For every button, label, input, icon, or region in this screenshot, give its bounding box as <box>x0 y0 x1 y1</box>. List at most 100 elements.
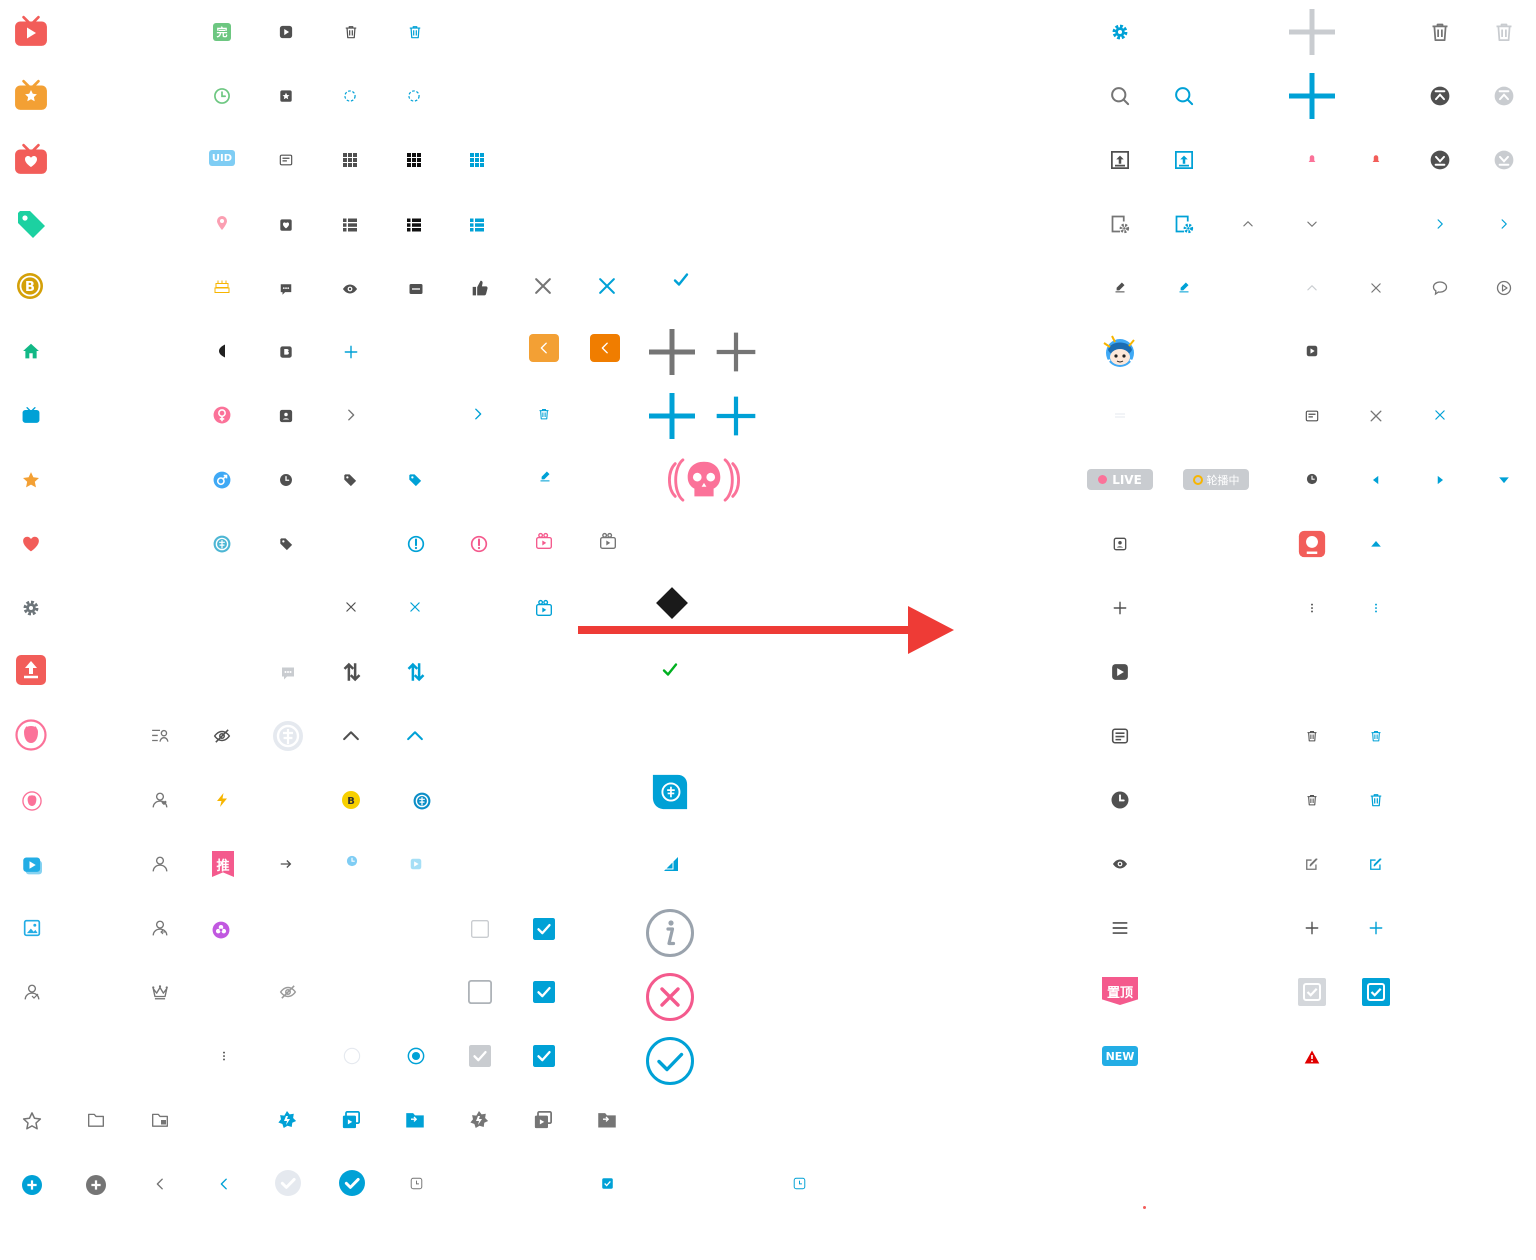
chevron-up-light-icon[interactable] <box>1306 282 1318 294</box>
close-thin-icon[interactable] <box>1370 282 1382 294</box>
star-icon[interactable] <box>22 471 40 489</box>
trash-blue-icon[interactable] <box>408 25 422 39</box>
clock-square-blue-icon[interactable] <box>793 1177 806 1190</box>
play-small-light-icon[interactable] <box>410 858 422 870</box>
chevron-down-icon[interactable] <box>1306 218 1318 230</box>
chevron-right-icon[interactable] <box>344 408 358 422</box>
user-check-icon[interactable] <box>23 983 41 1001</box>
folder-move-gray-icon[interactable] <box>597 1110 617 1130</box>
checkbox-large-checked-icon[interactable] <box>532 981 556 1003</box>
plus-large-gray-2-icon[interactable] <box>715 331 757 373</box>
edit-blue-icon[interactable] <box>1369 857 1383 871</box>
user-icon[interactable] <box>151 855 169 873</box>
grid-active-icon[interactable] <box>406 152 422 168</box>
sort-blue-icon[interactable] <box>406 662 426 682</box>
list-blue-icon[interactable] <box>469 217 485 233</box>
plus-gray-icon[interactable] <box>1113 601 1127 615</box>
gear-icon[interactable] <box>22 599 40 617</box>
plus-large-blue-3-icon[interactable] <box>1287 71 1337 121</box>
clock-square-icon[interactable] <box>410 1177 423 1190</box>
chevron-left-blue-icon[interactable] <box>217 1177 231 1191</box>
b-box-icon[interactable] <box>279 345 293 359</box>
scroll-top-light-icon[interactable] <box>1494 86 1514 106</box>
trash-blue-2-icon[interactable] <box>1370 729 1382 743</box>
pencil-blue-2-icon[interactable] <box>1178 281 1190 293</box>
star-box-icon[interactable] <box>279 89 293 103</box>
check-circle-icon[interactable] <box>339 1170 365 1196</box>
trash-large-light-icon[interactable] <box>1494 22 1514 42</box>
list-active-icon[interactable] <box>406 217 422 233</box>
loop-blue-icon[interactable] <box>407 89 421 103</box>
camera-blue-icon[interactable] <box>535 599 553 617</box>
star-badge-blue-icon[interactable] <box>277 1110 297 1130</box>
triangle-right-icon[interactable] <box>1434 473 1446 487</box>
heart-icon[interactable] <box>22 535 40 553</box>
menu-faint-icon[interactable] <box>1112 408 1128 424</box>
trash-blue-3-icon[interactable] <box>1369 792 1383 808</box>
more-vertical-blue-icon[interactable] <box>1371 601 1381 615</box>
grid-blue-icon[interactable] <box>469 152 485 168</box>
scroll-bottom-icon[interactable] <box>1430 150 1450 170</box>
chevron-left-icon[interactable] <box>153 1177 167 1191</box>
add-circle-gray-icon[interactable] <box>86 1175 106 1195</box>
camera-gray-icon[interactable] <box>599 532 617 550</box>
close-blue-icon[interactable] <box>409 601 421 613</box>
eye-off-light-icon[interactable] <box>277 983 299 1001</box>
trash-large-icon[interactable] <box>1430 22 1450 42</box>
chevron-up-blue-icon[interactable] <box>405 726 425 746</box>
clock-large-icon[interactable] <box>1110 790 1130 810</box>
eye-gray-icon[interactable] <box>1112 856 1128 872</box>
eye-icon[interactable] <box>342 281 358 297</box>
heart-box-icon[interactable] <box>279 218 293 232</box>
plus-large-blue-2-icon[interactable] <box>715 395 757 437</box>
play-small-gray-icon[interactable] <box>1306 345 1318 357</box>
document-small-icon[interactable] <box>1305 409 1319 423</box>
bell-red-icon[interactable] <box>1370 153 1382 165</box>
eye-off-icon[interactable] <box>213 727 231 745</box>
chevron-up-icon[interactable] <box>341 726 361 746</box>
list-user-icon[interactable] <box>150 727 170 745</box>
article-box-icon[interactable] <box>279 153 293 167</box>
clock-icon[interactable] <box>279 473 293 487</box>
pencil-blue-icon[interactable] <box>539 470 551 482</box>
comment-icon[interactable] <box>1432 280 1448 296</box>
more-vertical-icon[interactable] <box>219 1049 229 1063</box>
list-icon[interactable] <box>342 217 358 233</box>
radio-off-icon[interactable] <box>343 1047 361 1065</box>
close-icon[interactable] <box>345 601 357 613</box>
checkbox-disabled-icon[interactable] <box>469 1045 491 1067</box>
clock-small-icon[interactable] <box>1306 473 1318 485</box>
message-icon[interactable] <box>408 281 424 297</box>
tag-small-icon[interactable] <box>279 537 293 551</box>
star-outline-icon[interactable] <box>22 1111 42 1131</box>
contact-card-icon[interactable] <box>1113 537 1127 551</box>
layers-gray-icon[interactable] <box>533 1110 553 1130</box>
checkbox-checked-icon[interactable] <box>533 918 555 940</box>
folder-icon[interactable] <box>87 1111 105 1129</box>
play-box-icon[interactable] <box>279 25 293 39</box>
tv-small-icon[interactable] <box>22 406 40 424</box>
checkbox-unchecked-icon[interactable] <box>471 920 489 938</box>
camera-pink-icon[interactable] <box>535 532 553 550</box>
chevron-up-small-icon[interactable] <box>1242 218 1254 230</box>
tv-play-blue-icon[interactable] <box>22 855 42 875</box>
image-icon[interactable] <box>23 919 41 937</box>
tag-blue-icon[interactable] <box>408 473 422 487</box>
user-heart-icon[interactable] <box>151 791 169 809</box>
pencil-gray-icon[interactable] <box>1114 281 1126 293</box>
plus-large-gray-icon[interactable] <box>647 327 697 377</box>
trash-small-blue-icon[interactable] <box>538 408 550 420</box>
thumb-up-icon[interactable] <box>471 279 489 297</box>
sort-icon[interactable] <box>342 662 362 682</box>
plus-large-blue-icon[interactable] <box>647 391 697 441</box>
layers-blue-icon[interactable] <box>341 1110 361 1130</box>
play-circle-icon[interactable] <box>1496 280 1512 296</box>
play-pad-icon[interactable] <box>1111 663 1129 681</box>
trash-gray-2-icon[interactable] <box>1306 793 1318 807</box>
arrow-right-icon[interactable] <box>279 857 293 871</box>
add-circle-icon[interactable] <box>22 1175 42 1195</box>
close-large-icon[interactable] <box>533 276 553 296</box>
loop-icon[interactable] <box>343 89 357 103</box>
close-large-blue-icon[interactable] <box>597 276 617 296</box>
search-blue-icon[interactable] <box>1174 86 1194 106</box>
